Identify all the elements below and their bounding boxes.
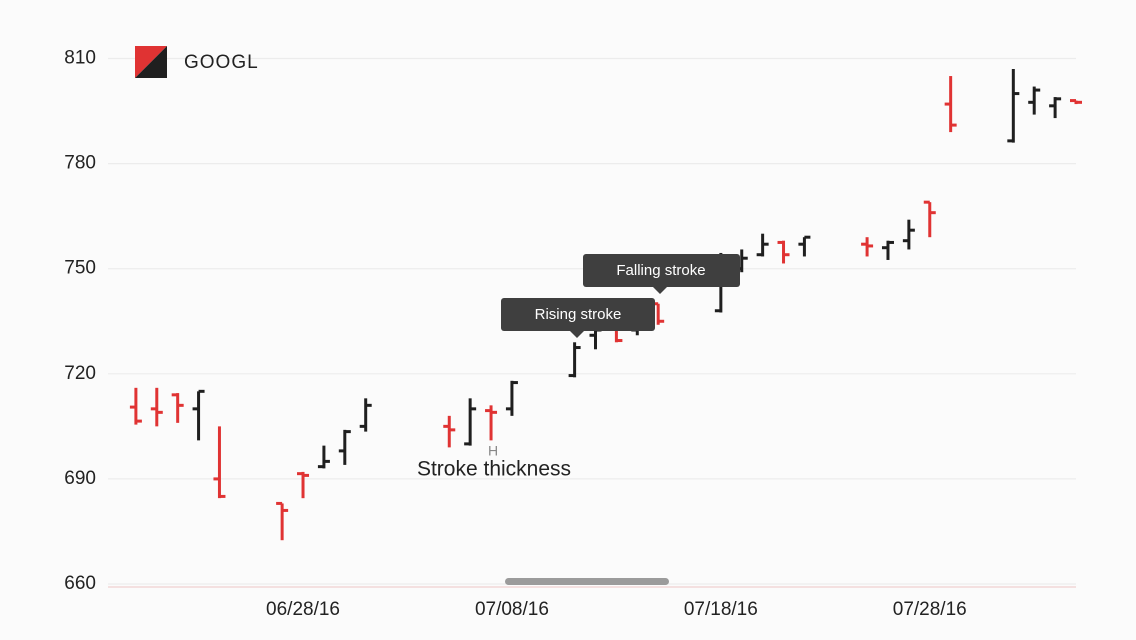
x-tick-label: 07/18/16: [684, 599, 758, 620]
annotation-marker: H: [488, 443, 498, 459]
tooltip-pointer: [570, 331, 584, 338]
ohlc-bar: [297, 471, 310, 499]
ohlc-bar: [129, 387, 142, 425]
ohlc-bar: [505, 380, 518, 416]
ohlc-bar: [171, 393, 184, 423]
ohlc-bar: [213, 426, 226, 499]
annotation-text: Stroke thickness: [417, 458, 571, 481]
ohlc-bar: [192, 389, 205, 441]
ohlc-bar: [359, 398, 372, 432]
ohlc-bar: [485, 405, 498, 441]
ohlc-bar: [756, 233, 769, 257]
ohlc-bar: [798, 235, 811, 257]
ohlc-bar: [944, 76, 957, 133]
ohlc-bar: [861, 237, 874, 257]
ohlc-bar: [1070, 99, 1082, 105]
tooltip-box: [501, 298, 655, 331]
y-tick-label: 690: [64, 468, 96, 489]
y-tick-label: 720: [64, 363, 96, 384]
tooltip-pointer: [653, 287, 667, 294]
tooltip-text: Falling stroke: [616, 262, 705, 279]
tooltip-box: [583, 254, 740, 287]
scrollbar[interactable]: [505, 578, 669, 585]
ohlc-bar: [777, 240, 790, 264]
x-tick-label: 07/28/16: [893, 599, 967, 620]
ohlc-bar: [1028, 86, 1041, 115]
y-tick-label: 780: [64, 153, 96, 174]
ohlc-bar: [923, 200, 936, 238]
ohlc-bar: [338, 429, 351, 465]
ohlc-bar: [1049, 97, 1062, 119]
y-tick-label: 750: [64, 258, 96, 279]
ohlc-bar: [317, 445, 330, 469]
ohlc-bar: [1007, 69, 1020, 143]
y-tick-label: 810: [64, 48, 96, 69]
bars: [129, 69, 1082, 541]
legend-label[interactable]: GOOGL: [184, 52, 259, 73]
ohlc-bar: [276, 501, 289, 541]
tooltip-text: Rising stroke: [535, 306, 622, 323]
ohlc-bar: [902, 219, 915, 250]
tooltip-falling: Falling stroke: [583, 254, 740, 294]
grid: 660 690 720 750 780 810 06/28/16 07/08/16 07/18/…: [64, 48, 1076, 620]
tooltip-rising: Rising stroke: [501, 298, 655, 338]
ohlc-bar: [568, 342, 581, 378]
legend-icon-rising: [135, 46, 167, 78]
y-tick-label: 660: [64, 573, 96, 594]
ohlc-bar: [464, 398, 477, 446]
ohlc-bar: [150, 387, 163, 427]
x-tick-label: 06/28/16: [266, 599, 340, 620]
ohlc-bar: [881, 240, 894, 260]
ohlc-bar: [443, 415, 456, 448]
x-tick-label: 07/08/16: [475, 599, 549, 620]
